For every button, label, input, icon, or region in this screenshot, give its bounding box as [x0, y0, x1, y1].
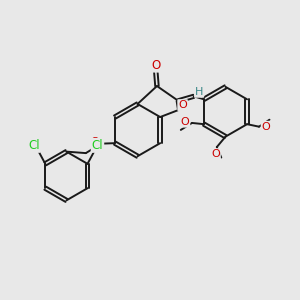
Text: Cl: Cl — [28, 139, 40, 152]
Text: H: H — [195, 87, 203, 97]
Text: O: O — [262, 122, 270, 132]
Text: O: O — [211, 149, 220, 159]
Text: Cl: Cl — [92, 139, 103, 152]
Text: O: O — [181, 117, 189, 127]
Text: O: O — [91, 137, 99, 147]
Text: O: O — [178, 100, 187, 110]
Text: O: O — [151, 58, 160, 72]
